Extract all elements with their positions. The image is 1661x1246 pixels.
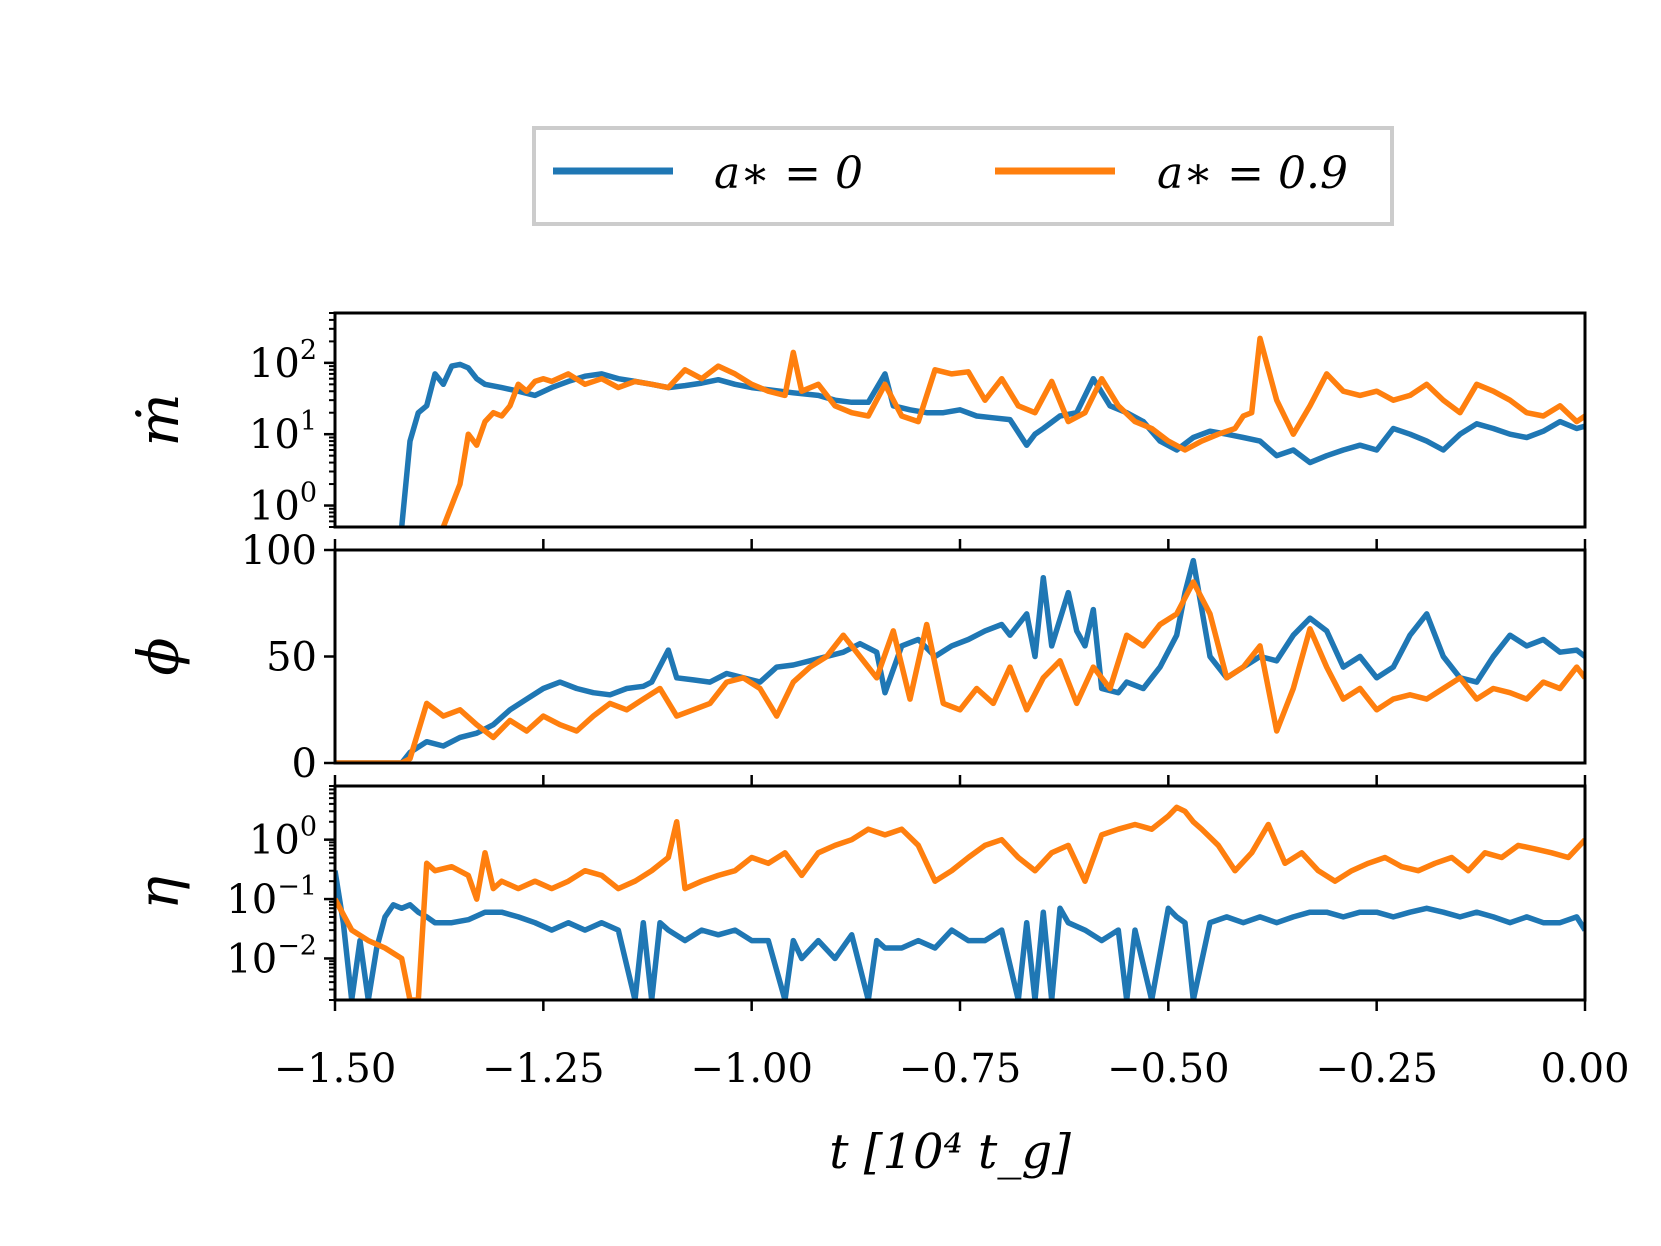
y-tick-label: 101 — [249, 406, 317, 458]
series-line-a0 — [398, 361, 1585, 527]
y-tick-label: 100 — [241, 528, 317, 574]
x-tick-label: −0.75 — [899, 1046, 1022, 1092]
y-axis-label: ϕ — [127, 637, 192, 675]
x-axis-label: t [10⁴ t_g] — [829, 1124, 1071, 1180]
series-line-a0 — [335, 870, 1585, 1000]
panel-frame — [333, 311, 1587, 529]
x-tick-label: −1.00 — [690, 1046, 813, 1092]
legend: a∗ = 0 a∗ = 0.9 — [532, 126, 1394, 226]
panel-frame — [333, 784, 1587, 1002]
y-axis-label: η — [127, 876, 192, 910]
panel-mdot: 102 101 100 ṁ — [127, 311, 1587, 530]
x-tick-label: 0.00 — [1540, 1046, 1629, 1092]
legend-label-a0: a∗ = 0 — [714, 148, 863, 199]
x-tick-label: −1.25 — [482, 1046, 605, 1092]
panel-eta: 100 10−1 10−2 η — [127, 775, 1587, 1011]
series-line-a09 — [335, 579, 1585, 763]
y-tick-label: 10−2 — [226, 930, 317, 982]
series-line-a09 — [335, 804, 1585, 1000]
y-tick-label: 10−1 — [226, 871, 317, 923]
y-tick-label: 50 — [266, 635, 317, 681]
x-tick-labels: −1.50 −1.25 −1.00 −0.75 −0.50 −0.25 0.00 — [274, 1046, 1630, 1092]
series-line-a0 — [335, 557, 1585, 763]
y-tick-label: 100 — [249, 812, 317, 864]
panel-phi: 100 50 0 ϕ — [127, 528, 1587, 787]
legend-frame — [532, 126, 1394, 226]
x-tick-label: −1.50 — [274, 1046, 397, 1092]
y-tick-label: 0 — [292, 741, 317, 787]
legend-label-a09: a∗ = 0.9 — [1157, 148, 1348, 199]
x-tick-label: −0.25 — [1315, 1046, 1438, 1092]
y-tick-label: 102 — [249, 335, 317, 387]
y-axis-label: ṁ — [127, 393, 192, 446]
x-tick-label: −0.50 — [1107, 1046, 1230, 1092]
series-line-a09 — [440, 335, 1585, 527]
y-tick-label: 100 — [249, 478, 317, 530]
